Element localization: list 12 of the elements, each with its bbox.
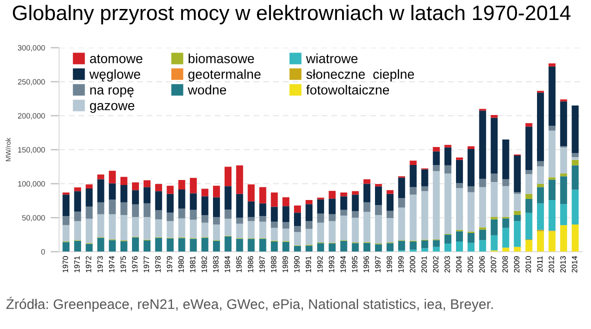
legend-label: wodne (188, 84, 226, 95)
legend-label: słoneczne cieplne (306, 69, 414, 82)
legend-label: węglowe (89, 69, 140, 82)
legend-label: wiatrowe (306, 54, 358, 64)
text: Źródła: Greenpeace, reN21, eWea, GWec, ePia, National statistics, iea, Breyer. (6, 296, 493, 312)
chart-title: Globalny przyrost mocy w elektrowniach w latach 1970-2014 (12, 4, 571, 24)
legend-label: na ropę (90, 87, 134, 98)
legend-label: biomasowe (188, 54, 254, 64)
legend-label: fotowoltaiczne (306, 84, 390, 95)
legend-label: atomowe (90, 54, 142, 64)
legend-label: geotermalne (188, 69, 261, 82)
legend-label: gazowe (90, 103, 134, 113)
